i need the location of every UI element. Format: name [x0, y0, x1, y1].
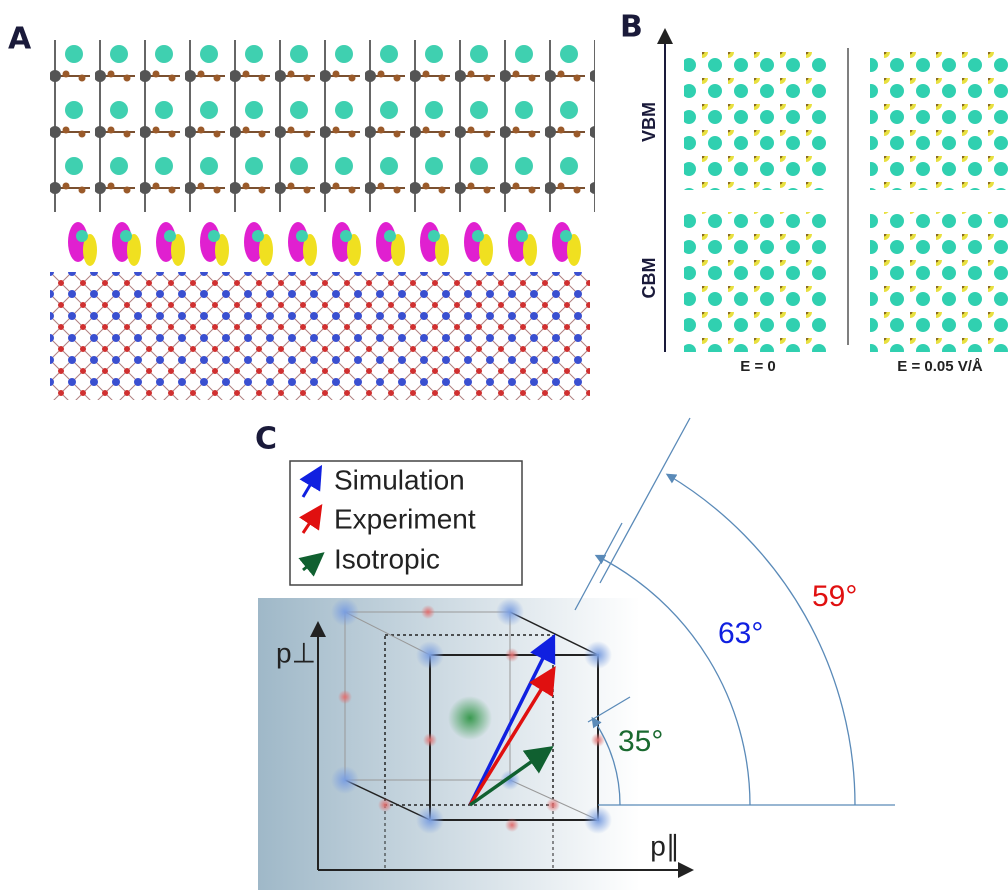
angle-label: 35°	[618, 725, 663, 758]
panel-label: B	[620, 10, 643, 45]
panel-label: C	[255, 422, 277, 457]
structure-layer	[50, 40, 595, 212]
substrate-lattice	[50, 272, 590, 400]
row-label: VBM	[639, 102, 659, 142]
orbital-map	[684, 212, 830, 352]
panel-label: A	[8, 22, 32, 57]
figure: A B VBM CBM E = 0 E = 0.05 V/Å C p⊥ p∥	[0, 0, 1008, 890]
column-label: E = 0	[740, 358, 775, 375]
angle-label: 59°	[812, 580, 857, 613]
column-label: E = 0.05 V/Å	[897, 358, 983, 375]
charge-density	[60, 212, 590, 276]
row-label: CBM	[639, 258, 659, 299]
legend-entry: Experiment	[334, 503, 476, 534]
orbital-map	[684, 50, 830, 190]
orbital-map	[870, 212, 1008, 352]
axis-label: p∥	[650, 830, 680, 861]
angle-label: 63°	[718, 617, 763, 650]
axis-label: p⊥	[276, 637, 316, 668]
legend-entry: Isotropic	[334, 543, 440, 574]
legend-entry: Simulation	[334, 464, 465, 495]
orbital-map	[870, 50, 1008, 190]
